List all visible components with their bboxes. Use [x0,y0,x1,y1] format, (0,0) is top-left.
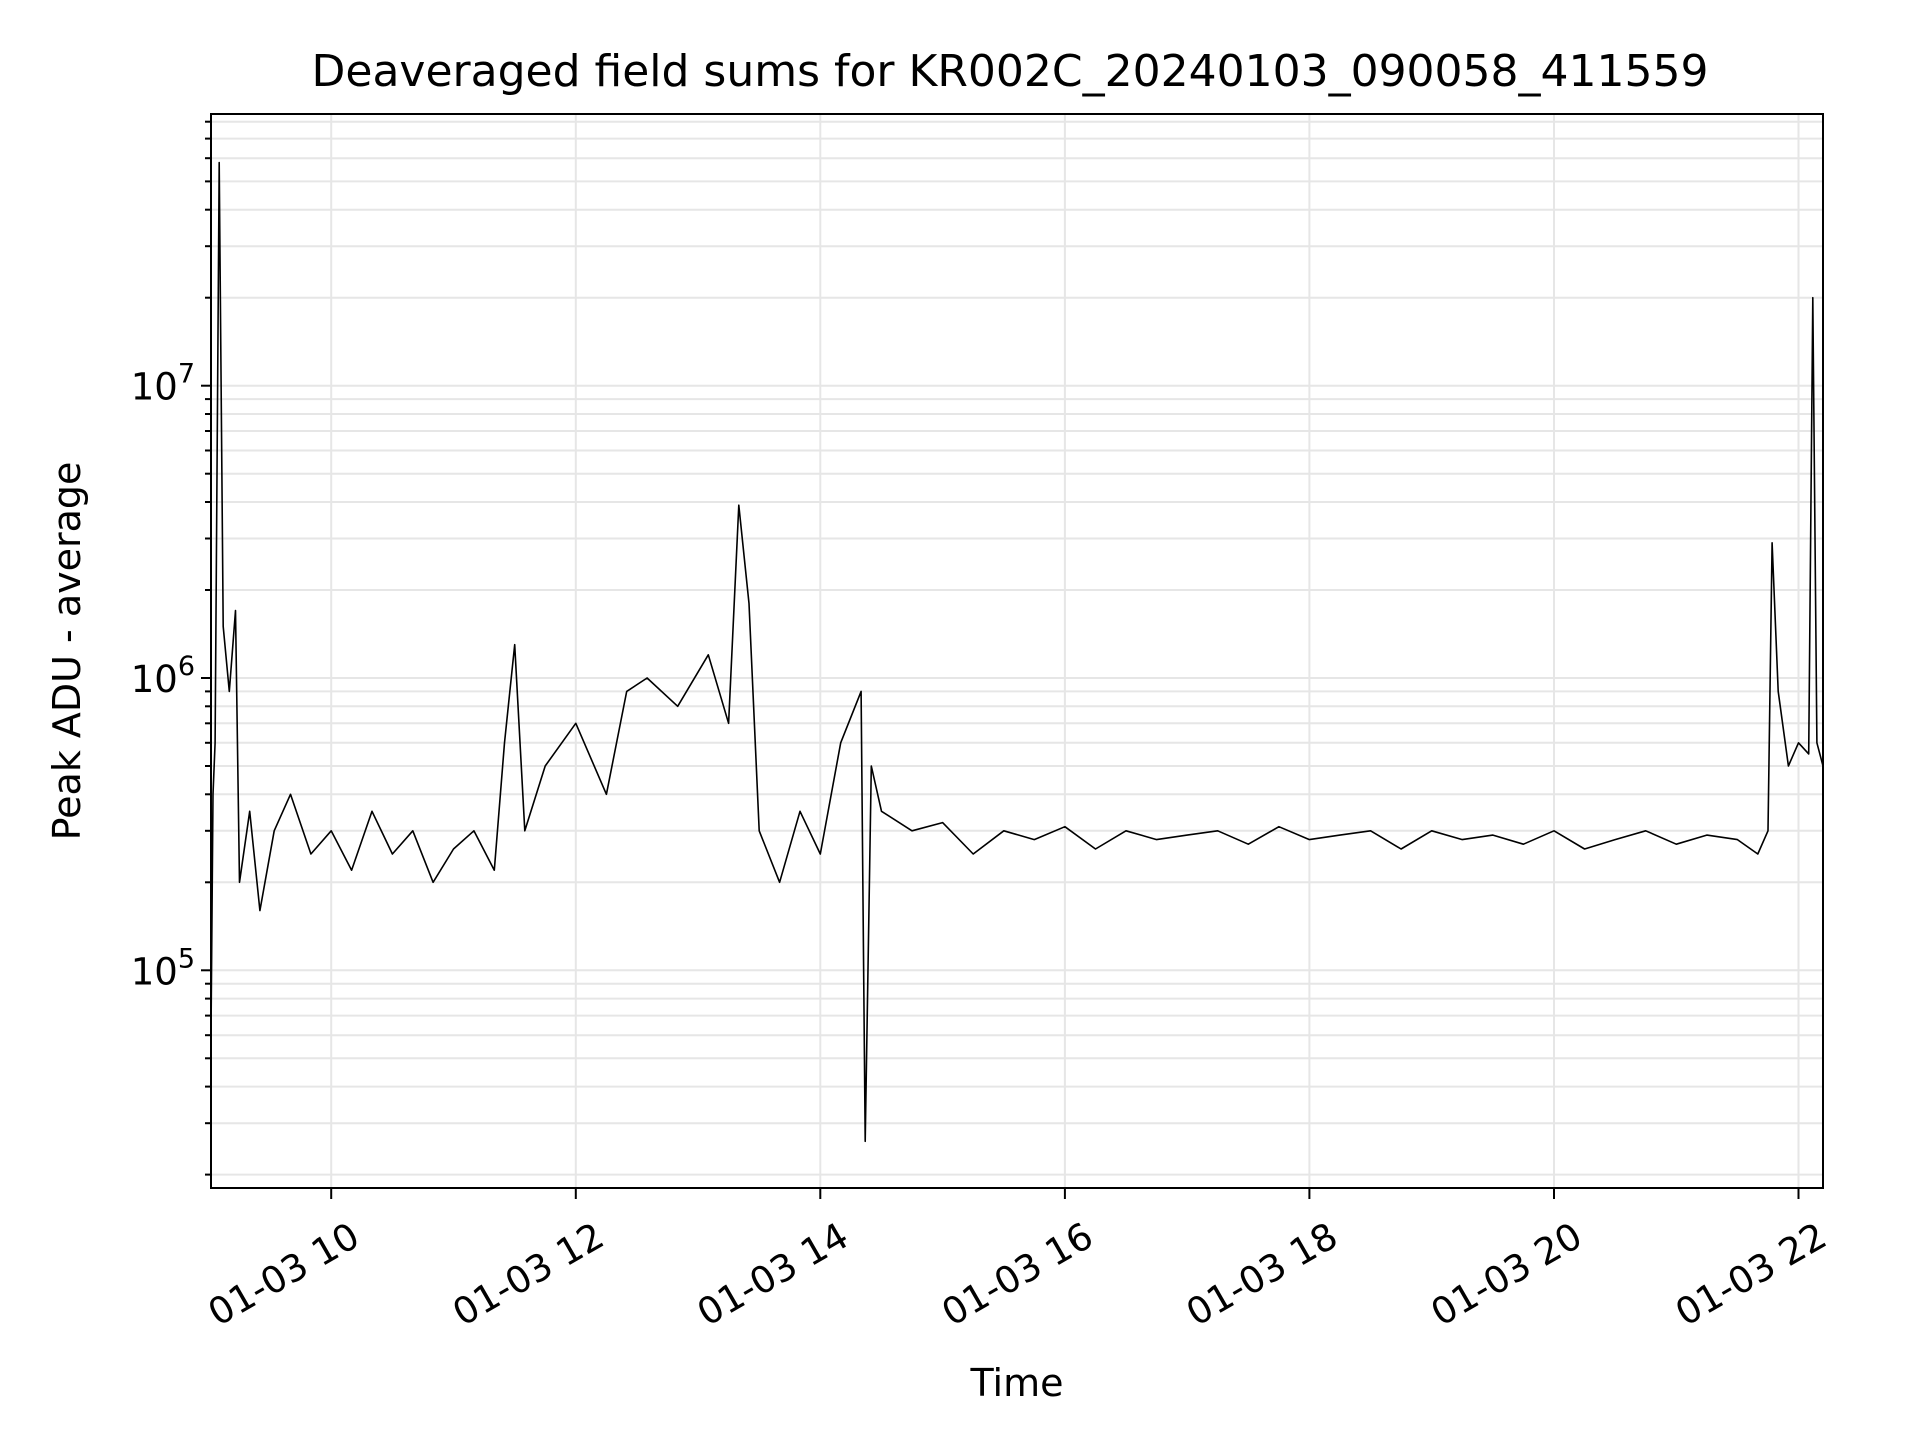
grid [211,114,1823,1188]
x-axis-label: Time [970,1361,1064,1405]
x-tick-label: 01-03 22 [1668,1214,1834,1334]
chart-title: Deaveraged field sums for KR002C_2024010… [312,46,1709,97]
x-tick-label: 01-03 20 [1424,1214,1590,1334]
x-tick-label: 01-03 16 [935,1214,1101,1334]
axis-ticks: 01-03 10 01-03 12 01-03 14 01-03 16 01-03 18… [131,120,1834,1335]
y-tick-label: 107 [131,359,195,409]
series-line [210,161,1824,1143]
y-axis-label: Peak ADU - average [45,462,89,841]
y-tick-label: 105 [131,943,195,993]
x-tick-label: 01-03 18 [1179,1214,1345,1334]
x-tick-label: 01-03 12 [446,1214,612,1334]
data-series [210,161,1824,1143]
x-tick-label: 01-03 14 [690,1214,856,1334]
x-tick-label: 01-03 10 [201,1214,367,1334]
y-tick-label: 106 [131,651,195,701]
plot-frame [210,113,1824,1189]
